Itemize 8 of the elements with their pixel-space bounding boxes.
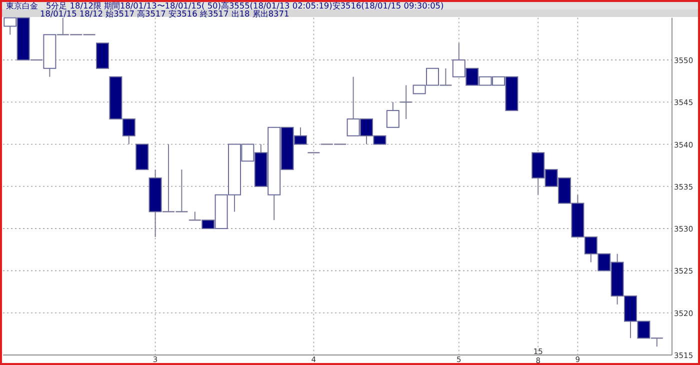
chart-title: 東京白金 5分足 18/12限 期間18/01/13〜18/01/15( 50)高3555(18/01/13 02:05:19)安3516(18/01/15 09:30:05) xyxy=(6,0,444,11)
candlestick xyxy=(439,68,452,86)
candlestick xyxy=(96,42,109,69)
candlestick xyxy=(136,144,149,170)
candlestick xyxy=(400,84,413,120)
candlestick xyxy=(650,338,664,348)
candlestick xyxy=(386,102,400,128)
candlestick xyxy=(188,211,202,221)
